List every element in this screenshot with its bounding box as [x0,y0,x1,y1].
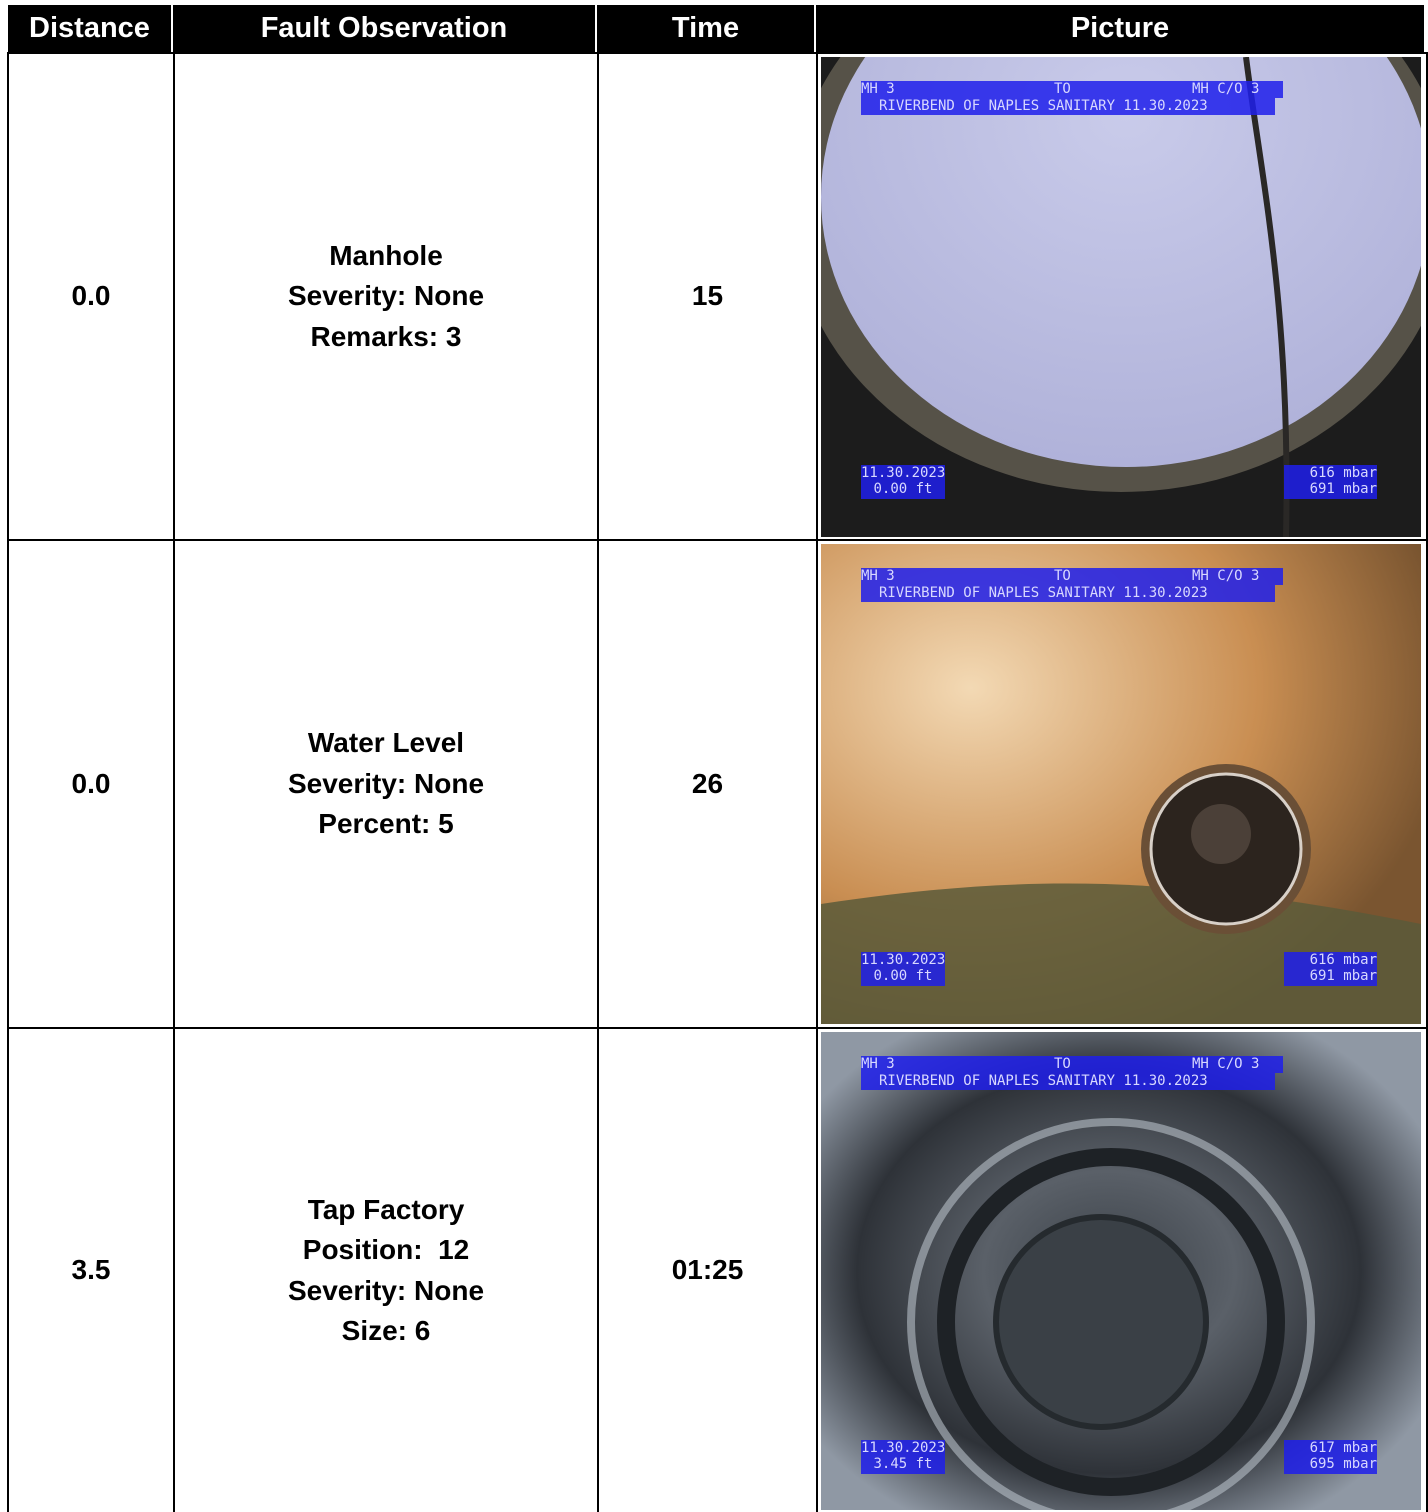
picture-scene [821,1032,1421,1510]
overlay-project: RIVERBEND OF NAPLES SANITARY 11.30.2023 [861,98,1275,115]
overlay-header: MH 3 TO MH C/O 3 [861,568,1283,585]
header-cell: Picture [816,5,1424,52]
observation-cell: Water Level Severity: None Percent: 5 [173,539,597,1027]
observation-line: Manhole [329,239,443,271]
observation-line: Severity: None [287,1274,485,1306]
distance: 0.0 [71,280,111,312]
overlay-date: 11.30.2023 [861,1440,946,1456]
overlay-pressure: 616 mbar 691 mbar [1284,952,1377,986]
header-cell: Distance [8,5,171,52]
overlay-header: MH 3 TO MH C/O 3 [861,1056,1283,1073]
picture-cell [816,1027,1428,1512]
distance-cell: 0.0 [7,52,173,539]
overlay-project: RIVERBEND OF NAPLES SANITARY 11.30.2023 [861,1073,1275,1090]
overlay-to: MH C/O 3 [1192,1056,1260,1072]
overlay-pressure: 617 mbar 695 mbar [1284,1440,1377,1474]
picture-cell [816,539,1428,1027]
time: 26 [691,767,724,799]
overlay-pressure-2: 695 mbar [1309,1456,1377,1472]
overlay-project: RIVERBEND OF NAPLES SANITARY 11.30.2023 [861,585,1275,602]
distance-cell: 3.5 [7,1027,173,1512]
overlay-pressure: 616 mbar 691 mbar [1284,465,1377,499]
overlay-pressure-1: 617 mbar [1309,1440,1377,1456]
overlay-date-footage: 11.30.2023 0.00 ft [861,465,945,499]
observation-line: Severity: None [287,280,485,312]
distance: 3.5 [71,1254,111,1286]
observation-cell: Tap Factory Position: 12 Severity: None Siz… [173,1027,597,1512]
header-cell: Time [597,5,814,52]
overlay-from: MH 3 [861,1056,895,1072]
observation-line: Size: 6 [341,1315,431,1346]
observation-line: Position: 12 [302,1234,470,1265]
observation-line: Water Level [307,727,465,759]
overlay-footage: 0.00 ft [873,481,933,497]
overlay-date: 11.30.2023 [861,465,946,481]
overlay-to-label: TO [1054,1056,1071,1072]
overlay-from: MH 3 [861,568,895,584]
observation-line: Percent: 5 [318,808,454,840]
inspection-picture: MH 3 TO MH C/O 3 RIVERBEND OF NAPLES SANITA… [821,57,1421,537]
observation-cell: Manhole Severity: None Remarks: 3 [173,52,597,539]
overlay-header: MH 3 TO MH C/O 3 [861,81,1283,98]
overlay-pressure-1: 616 mbar [1309,952,1377,968]
distance-cell: 0.0 [7,539,173,1027]
overlay-date: 11.30.2023 [861,952,946,968]
overlay-to-label: TO [1054,568,1071,584]
time: 15 [691,280,724,312]
time-cell: 26 [597,539,816,1027]
time-cell: 15 [597,52,816,539]
overlay-to: MH C/O 3 [1192,568,1260,584]
time: 01:25 [671,1254,744,1286]
overlay-footage: 0.00 ft [873,968,933,984]
overlay-from: MH 3 [861,81,895,97]
inspection-picture: MH 3 TO MH C/O 3 RIVERBEND OF NAPLES SANITA… [821,1032,1421,1510]
overlay-pressure-1: 616 mbar [1309,465,1377,481]
overlay-to: MH C/O 3 [1192,81,1260,97]
overlay-pressure-2: 691 mbar [1309,481,1377,497]
observation-line: Remarks: 3 [310,320,462,352]
inspection-picture: MH 3 TO MH C/O 3 RIVERBEND OF NAPLES SANITA… [821,544,1421,1024]
observation-line: Severity: None [287,767,485,799]
picture-cell [816,52,1428,539]
observation-line: Tap Factory [307,1193,465,1225]
picture-scene [821,57,1421,537]
picture-scene [821,544,1421,1024]
header-cell: Fault Observation [173,5,595,52]
overlay-footage: 3.45 ft [873,1456,933,1472]
distance: 0.0 [71,767,111,799]
overlay-pressure-2: 691 mbar [1309,968,1377,984]
overlay-date-footage: 11.30.2023 0.00 ft [861,952,945,986]
overlay-date-footage: 11.30.2023 3.45 ft [861,1440,945,1474]
overlay-to-label: TO [1054,81,1071,97]
time-cell: 01:25 [597,1027,816,1512]
